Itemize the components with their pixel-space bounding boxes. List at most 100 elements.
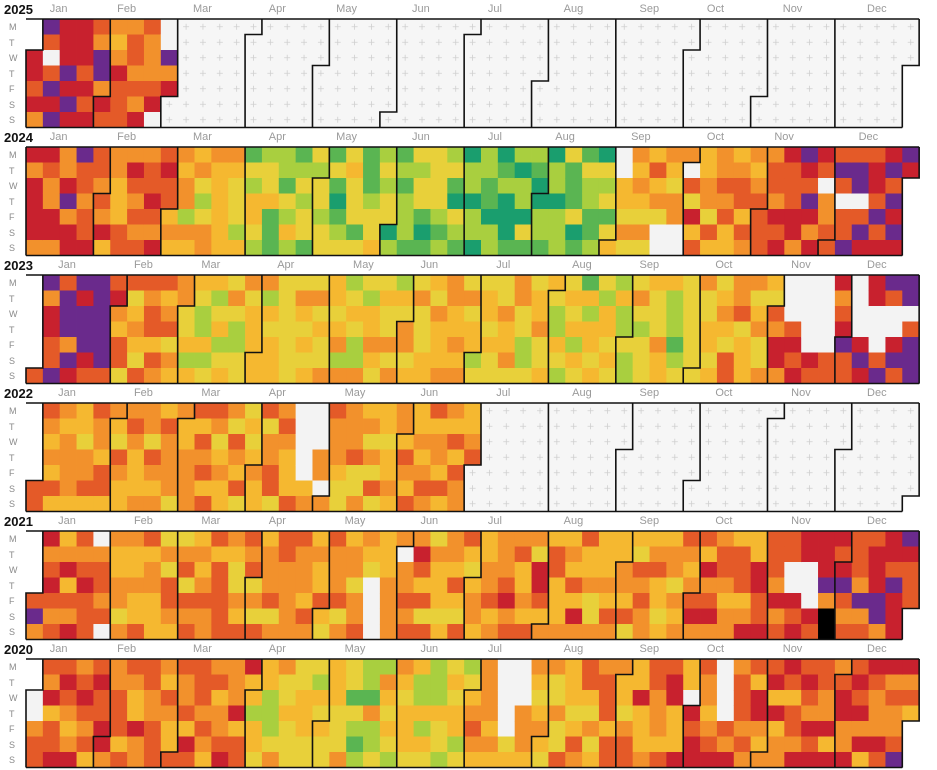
day-cell bbox=[295, 418, 313, 435]
day-cell bbox=[716, 368, 735, 384]
day-cell bbox=[278, 705, 297, 722]
empty-cell-marker bbox=[368, 85, 375, 92]
day-cell bbox=[531, 368, 549, 384]
day-cell bbox=[211, 224, 229, 241]
day-cell bbox=[42, 546, 61, 563]
day-cell bbox=[565, 674, 583, 691]
day-cell bbox=[801, 546, 819, 563]
day-cell bbox=[902, 337, 920, 353]
weekday-label: S bbox=[9, 355, 16, 366]
day-cell bbox=[716, 659, 735, 675]
day-cell bbox=[312, 306, 330, 322]
day-cell bbox=[346, 403, 364, 419]
day-cell bbox=[700, 736, 718, 753]
day-cell bbox=[127, 368, 145, 384]
day-cell bbox=[548, 624, 566, 640]
day-cell bbox=[632, 752, 650, 768]
day-cell bbox=[885, 368, 903, 384]
day-cell bbox=[93, 624, 111, 640]
day-cell bbox=[481, 306, 499, 322]
day-cell bbox=[615, 368, 634, 384]
day-cell bbox=[565, 736, 583, 753]
day-cell bbox=[295, 449, 313, 466]
day-cell bbox=[59, 674, 77, 691]
day-cell bbox=[143, 96, 162, 113]
empty-cell-marker bbox=[688, 438, 695, 445]
day-cell bbox=[481, 178, 499, 194]
day-cell bbox=[42, 593, 61, 609]
empty-cell-marker bbox=[671, 407, 678, 414]
month-boundary bbox=[176, 403, 196, 512]
day-cell bbox=[868, 275, 886, 291]
day-cell bbox=[834, 306, 853, 322]
day-cell bbox=[379, 224, 398, 241]
empty-cell-marker bbox=[638, 85, 645, 92]
empty-cell-marker bbox=[705, 485, 712, 492]
empty-cell-marker bbox=[587, 407, 594, 414]
day-cell bbox=[666, 275, 684, 291]
empty-cell-marker bbox=[890, 85, 897, 92]
day-cell bbox=[531, 162, 549, 179]
empty-cell-marker bbox=[419, 101, 426, 108]
day-cell bbox=[127, 275, 145, 291]
day-cell bbox=[767, 531, 785, 547]
day-cell bbox=[413, 337, 431, 353]
day-cell bbox=[245, 240, 263, 256]
day-cell bbox=[396, 608, 414, 625]
day-cell bbox=[379, 321, 398, 338]
empty-cell-marker bbox=[250, 39, 257, 46]
day-cell bbox=[885, 562, 903, 578]
day-cell bbox=[228, 147, 246, 163]
empty-cell-marker bbox=[823, 85, 830, 92]
day-cell bbox=[565, 368, 583, 384]
day-cell bbox=[531, 290, 549, 307]
day-cell bbox=[767, 608, 785, 625]
day-cell bbox=[312, 290, 330, 307]
day-cell bbox=[278, 178, 297, 194]
day-cell bbox=[430, 659, 448, 675]
day-cell bbox=[481, 577, 499, 594]
day-cell bbox=[430, 721, 448, 737]
day-cell bbox=[464, 275, 482, 291]
day-cell bbox=[565, 577, 583, 594]
empty-cell-marker bbox=[267, 39, 274, 46]
empty-cell-marker bbox=[739, 407, 746, 414]
day-cell bbox=[42, 480, 61, 497]
day-cell bbox=[346, 418, 364, 435]
day-cell bbox=[430, 674, 448, 691]
day-cell bbox=[683, 240, 701, 256]
month-label: Apr bbox=[268, 643, 286, 655]
empty-cell-marker bbox=[469, 101, 476, 108]
day-cell bbox=[514, 209, 532, 225]
day-cell bbox=[177, 721, 195, 737]
empty-cell-marker bbox=[705, 454, 712, 461]
day-cell bbox=[177, 224, 195, 241]
weekday-label: S bbox=[9, 115, 16, 125]
day-cell bbox=[834, 321, 853, 338]
day-cell bbox=[93, 65, 111, 82]
day-cell bbox=[582, 690, 600, 706]
day-cell bbox=[514, 162, 532, 179]
day-cell bbox=[295, 193, 313, 210]
day-cell bbox=[750, 162, 768, 179]
day-cell bbox=[76, 608, 94, 625]
empty-cell-marker bbox=[587, 500, 594, 507]
day-cell bbox=[211, 705, 229, 722]
empty-cell-marker bbox=[503, 438, 510, 445]
empty-cell-marker bbox=[503, 485, 510, 492]
day-cell bbox=[295, 736, 313, 753]
day-cell bbox=[245, 418, 263, 435]
day-cell bbox=[76, 209, 94, 225]
month-label: Aug bbox=[555, 131, 575, 143]
empty-cell-marker bbox=[183, 116, 190, 123]
empty-cell-marker bbox=[890, 454, 897, 461]
day-cell bbox=[750, 608, 768, 625]
day-cell bbox=[818, 240, 836, 256]
day-cell bbox=[716, 290, 735, 307]
day-cell bbox=[851, 531, 869, 547]
month-label: Jan bbox=[49, 3, 68, 15]
day-cell bbox=[464, 147, 482, 163]
day-cell bbox=[531, 593, 549, 609]
month-boundary bbox=[749, 659, 769, 768]
day-cell bbox=[818, 624, 836, 640]
